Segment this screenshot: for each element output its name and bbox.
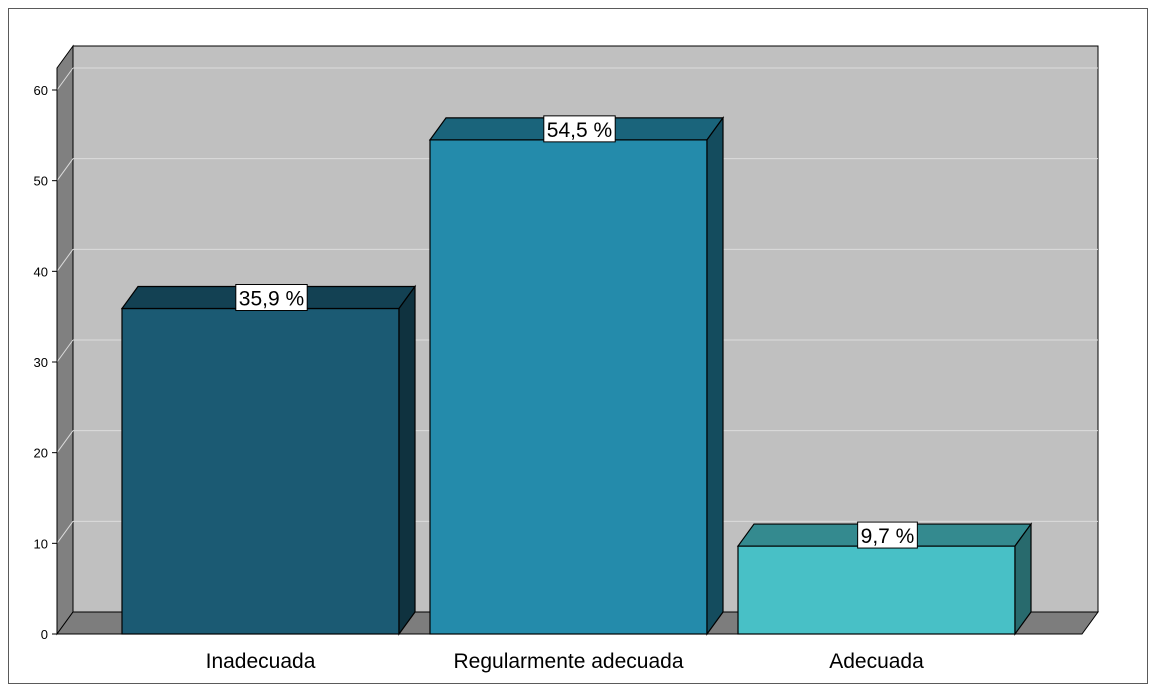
gridline-side xyxy=(56,67,74,91)
bar xyxy=(120,284,417,636)
bar-front xyxy=(737,545,1016,635)
x-category-label: Regularmente adecuada xyxy=(454,650,684,673)
data-label: 9,7 % xyxy=(857,521,918,549)
x-axis: Inadecuada Regularmente adecuada Adecuada xyxy=(206,650,924,673)
data-label-text: 35,9 % xyxy=(239,288,304,311)
y-tick-label: 40 xyxy=(34,264,48,279)
gridline-side xyxy=(56,430,74,453)
y-tick-label: 20 xyxy=(34,446,48,461)
y-tick-label: 30 xyxy=(34,355,48,370)
x-category-label: Inadecuada xyxy=(206,650,316,673)
gridline-side xyxy=(56,158,74,181)
gridline-side xyxy=(56,521,74,544)
data-labels: 35,9 % 54,5 % 9,7 % xyxy=(235,115,918,549)
bar xyxy=(428,116,725,636)
gridline-side xyxy=(56,339,74,363)
data-label: 35,9 % xyxy=(235,284,308,312)
bar-front xyxy=(121,307,400,635)
data-label-box xyxy=(235,284,308,312)
data-label-box xyxy=(857,521,918,549)
data-label-text: 9,7 % xyxy=(861,525,915,548)
y-tick-label: 10 xyxy=(34,536,48,551)
y-tick-label: 50 xyxy=(34,174,48,189)
side-wall xyxy=(56,44,74,636)
bar-side xyxy=(706,116,724,636)
gridline-side xyxy=(56,249,74,272)
data-label: 54,5 % xyxy=(543,115,616,143)
bar-side xyxy=(398,284,416,636)
bars xyxy=(120,116,1033,636)
chart-frame xyxy=(8,8,1148,684)
y-tick-label: 60 xyxy=(34,83,48,98)
y-axis: 0 10 20 30 40 50 60 xyxy=(34,68,58,642)
x-category-label: Adecuada xyxy=(829,650,924,673)
data-label-text: 54,5 % xyxy=(547,119,612,142)
bar xyxy=(736,522,1033,636)
y-tick-label: 0 xyxy=(41,627,48,642)
data-label-box xyxy=(543,115,616,143)
bar-front xyxy=(429,139,708,635)
bar-side xyxy=(1014,522,1032,636)
